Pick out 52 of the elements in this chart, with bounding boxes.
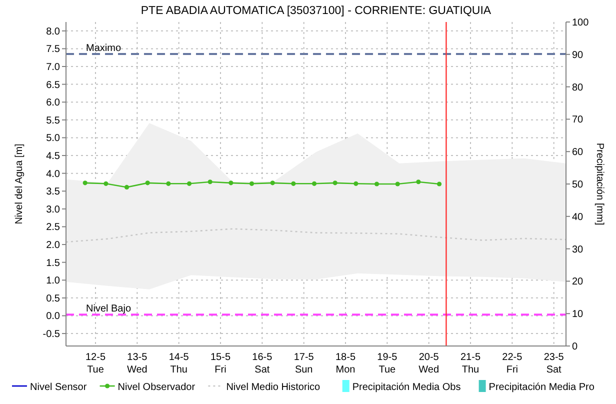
y-tick-label: 5.5: [46, 115, 60, 126]
y2-tick-label: 50: [572, 180, 584, 190]
x-tick-label: 12-5 Tue: [86, 352, 106, 376]
y-tick-label: 7.0: [46, 62, 60, 74]
y2-tick-label: 30: [572, 244, 584, 256]
y-tick-label: 2.0: [46, 240, 60, 252]
y-tick-label: 1.5: [46, 258, 60, 269]
y-tick-label: 0.5: [46, 293, 60, 304]
y-tick-label: 7.5: [46, 44, 60, 56]
x-tick-label: 15-5 Fri: [210, 352, 231, 376]
y2-tick-label: 20: [572, 276, 584, 288]
chart-title: PTE ABADIA AUTOMATICA [35037100] - CORRIENTE: GUATIQUIA: [140, 5, 492, 17]
y-tick-label: 4.0: [46, 168, 60, 180]
legend-label: Nivel Observador: [118, 382, 196, 393]
y-tick-label: 0.0: [46, 311, 60, 322]
legend-label: Nivel Sensor: [30, 382, 88, 393]
y-tick-label: 2.5: [46, 222, 60, 234]
x-tick-label: 16-5 Sat: [252, 352, 273, 376]
y2-tick-label: 70: [572, 114, 584, 126]
y-tick-label: 1.0: [46, 276, 60, 287]
legend-label: Precipitación Media Pro: [488, 382, 595, 393]
y-tick-label: 6.0: [46, 98, 60, 109]
x-tick-label: 19-5 Tue: [377, 352, 398, 376]
y2-tick-label: 100: [572, 18, 590, 28]
ref-line-label: Maximo: [86, 43, 122, 54]
x-tick-label: 23-5 Sat: [544, 352, 564, 376]
y2-tick-label: 60: [572, 147, 584, 158]
y-axis-title: Nivel del Agua [m]: [14, 143, 25, 224]
y-tick-label: 3.5: [46, 186, 60, 198]
y-tick-label: 5.0: [46, 133, 60, 144]
y-tick-label: 3.0: [46, 204, 60, 216]
x-tick-label: 18-5 Mon: [336, 352, 356, 376]
x-tick-label: 22-5 Fri: [502, 352, 523, 376]
y-tick-label: 6.5: [46, 80, 60, 91]
y2-tick-label: 40: [572, 212, 584, 223]
y-tick-label: -0.5: [42, 329, 60, 340]
x-tick-label: 13-5 Wed: [126, 352, 148, 376]
line-series: [65, 228, 567, 243]
y2-tick-label: 80: [572, 82, 584, 94]
x-tick-label: 20-5 Wed: [418, 352, 440, 376]
x-tick-label: 17-5 Sun: [294, 352, 314, 376]
y2-tick-label: 10: [572, 309, 584, 320]
legend-label: Precipitación Media Obs: [352, 382, 461, 393]
ref-line-label: Nivel Bajo: [86, 304, 132, 315]
y2-tick-label: 90: [572, 50, 584, 61]
x-tick-label: 21-5 Thu: [460, 352, 481, 376]
x-tick-label: 14-5 Thu: [168, 352, 190, 376]
y2-axis-title: Precipitación [mm]: [594, 142, 605, 226]
y2-tick-label: 0: [572, 342, 578, 352]
legend-label: Nivel Medio Historico: [226, 382, 321, 393]
y-tick-label: 4.5: [46, 151, 60, 162]
y-tick-label: 8.0: [46, 26, 60, 38]
